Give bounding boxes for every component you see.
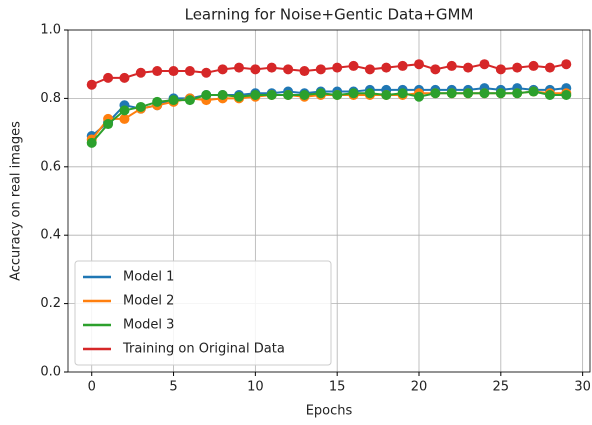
series-marker (234, 62, 244, 73)
series-marker (283, 64, 294, 75)
series-marker (364, 88, 375, 99)
series-marker (446, 88, 457, 99)
series-marker (283, 89, 294, 100)
series-line (90, 90, 567, 144)
series-marker (168, 66, 179, 77)
series-marker (184, 66, 195, 77)
legend-label: Model 2 (123, 294, 174, 309)
series-marker (135, 67, 146, 78)
x-tick-label: 30 (574, 380, 591, 395)
legend-label: Model 3 (123, 318, 174, 333)
series-marker (479, 88, 490, 99)
series-marker (250, 64, 261, 75)
y-tick-label: 0.0 (40, 365, 61, 380)
series-marker (512, 88, 523, 99)
x-tick-label: 20 (411, 380, 428, 395)
y-axis-label: Accuracy on real images (9, 121, 24, 281)
x-tick-label: 25 (493, 380, 510, 395)
series-marker (544, 89, 555, 100)
series-marker (152, 96, 163, 107)
series-marker (217, 89, 228, 100)
series-marker (381, 89, 392, 100)
series-marker (397, 60, 408, 71)
x-tick-label: 10 (247, 380, 264, 395)
series-marker (201, 89, 212, 100)
series-marker (201, 67, 212, 78)
series-marker (86, 137, 97, 148)
series-marker (381, 62, 392, 73)
series-marker (364, 64, 375, 75)
series-marker (119, 72, 130, 83)
series-marker (119, 113, 130, 124)
series-marker (495, 88, 506, 99)
series-marker (332, 89, 343, 100)
y-tick-label: 0.8 (40, 91, 61, 106)
series-marker (528, 86, 539, 97)
series-marker (315, 64, 326, 75)
series-marker (479, 59, 490, 70)
legend-label: Training on Original Data (122, 342, 285, 357)
series-marker (315, 88, 326, 99)
y-tick-label: 0.6 (40, 159, 61, 174)
y-tick-label: 0.2 (40, 296, 61, 311)
series-marker (266, 89, 277, 100)
series-marker (299, 89, 310, 100)
legend-label: Model 1 (123, 270, 174, 285)
series-marker (168, 95, 179, 106)
series-marker (250, 89, 261, 100)
series-marker (234, 91, 244, 102)
x-tick-label: 0 (88, 380, 96, 395)
series-marker (348, 60, 359, 71)
series-marker (135, 101, 146, 112)
x-axis-label: Epochs (306, 404, 353, 419)
series-marker (266, 62, 277, 73)
chart-title: Learning for Noise+Gentic Data+GMM (185, 6, 474, 24)
plot-frame (67, 29, 591, 373)
series-line (91, 63, 567, 86)
series-marker (430, 64, 441, 75)
series-marker (348, 88, 359, 99)
series-marker (152, 66, 163, 77)
y-tick-label: 0.4 (40, 228, 61, 243)
series-marker (512, 62, 523, 73)
series-marker (86, 79, 97, 90)
series-marker (103, 119, 114, 130)
series-marker (397, 88, 408, 99)
series-marker (299, 66, 310, 77)
x-tick-label: 5 (169, 380, 177, 395)
series-marker (103, 72, 114, 83)
series-marker (561, 59, 572, 70)
series-marker (446, 60, 457, 71)
series-marker (119, 105, 130, 116)
series-marker (544, 62, 555, 73)
series-marker (217, 64, 228, 75)
series-marker (414, 91, 424, 102)
series-marker (528, 60, 539, 71)
series-marker (332, 62, 343, 73)
series-marker (430, 88, 441, 99)
series-marker (495, 64, 506, 75)
series-marker (561, 89, 572, 100)
series-marker (463, 62, 474, 73)
series-marker (463, 88, 474, 99)
legend-box (74, 260, 332, 366)
series-marker (184, 95, 195, 106)
y-tick-label: 1.0 (40, 23, 61, 38)
x-tick-label: 15 (329, 380, 346, 395)
series-marker (414, 59, 424, 70)
